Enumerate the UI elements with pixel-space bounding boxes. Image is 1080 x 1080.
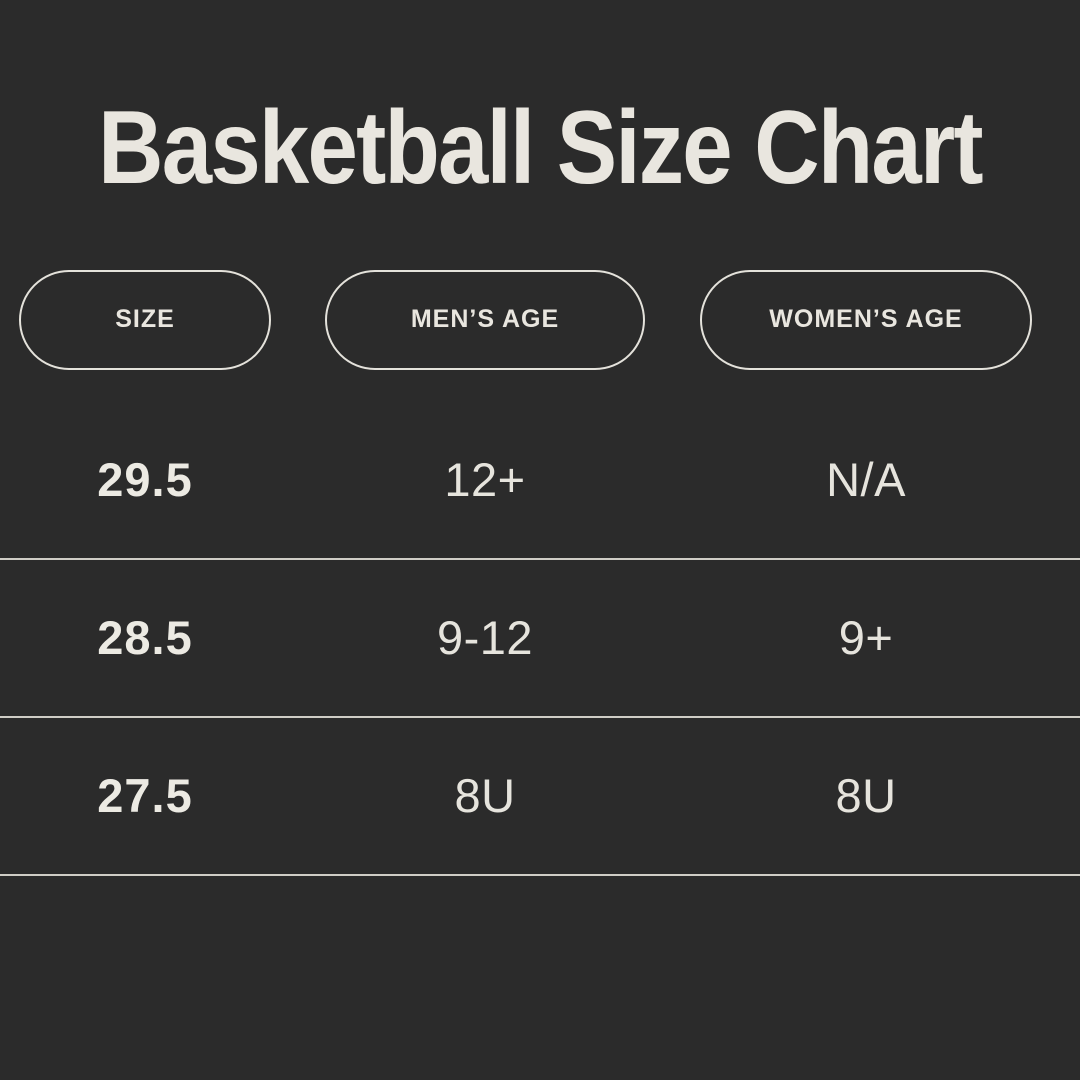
column-header-label-size: SIZE (115, 305, 175, 334)
column-header-label-mens-age: MEN’S AGE (410, 305, 560, 334)
cell-mens-age: 9-12 (436, 611, 534, 665)
table-row: 28.5 9-12 9+ (0, 560, 1080, 718)
table-row: 27.5 8U 8U (0, 718, 1080, 876)
basketball-size-chart: Basketball Size Chart SIZE MEN’S AGE WOM… (0, 96, 1080, 1080)
column-header-pill-mens-age: MEN’S AGE (325, 269, 645, 370)
cell-womens-age: N/A (826, 453, 906, 507)
table-header-row: SIZE MEN’S AGE WOMEN’S AGE (0, 269, 1080, 370)
cell-size: 27.5 (97, 769, 193, 823)
column-header-label-womens-age: WOMEN’S AGE (769, 305, 963, 334)
size-table: 29.5 12+ N/A 28.5 9-12 9+ 27.5 8U 8U (0, 402, 1080, 876)
column-header-pill-size: SIZE (19, 269, 271, 370)
header-cell-size: SIZE (0, 269, 290, 370)
column-header-pill-womens-age: WOMEN’S AGE (700, 269, 1032, 370)
cell-mens-age: 8U (454, 769, 516, 823)
cell-mens-age: 12+ (444, 453, 526, 507)
cell-womens-age: 9+ (838, 611, 894, 665)
table-row: 29.5 12+ N/A (0, 402, 1080, 560)
header-cell-womens-age: WOMEN’S AGE (680, 269, 1080, 370)
page-title: Basketball Size Chart (98, 90, 983, 206)
cell-size: 28.5 (97, 611, 193, 665)
cell-womens-age: 8U (835, 769, 897, 823)
cell-size: 29.5 (97, 453, 193, 507)
header-cell-mens-age: MEN’S AGE (290, 269, 680, 370)
